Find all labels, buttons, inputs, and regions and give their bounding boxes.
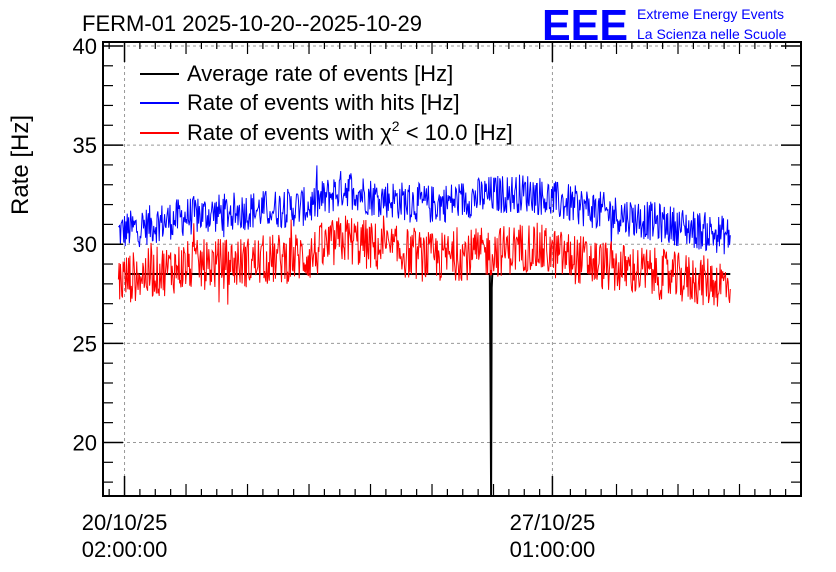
y-tick-label: 20 — [73, 430, 97, 455]
legend-label-average: Average rate of events [Hz] — [187, 61, 453, 86]
axis-ticks — [103, 42, 802, 496]
series-hits-line — [118, 165, 731, 255]
x-tick-label-date: 27/10/25 — [510, 510, 596, 535]
y-tick-label: 25 — [73, 331, 97, 356]
legend-label-chi2: Rate of events with χ2 < 10.0 [Hz] — [187, 118, 513, 145]
y-tick-label: 40 — [73, 34, 97, 59]
y-axis-label: Rate [Hz] — [7, 115, 34, 215]
y-tick-label: 30 — [73, 232, 97, 257]
series-average-line — [124, 273, 731, 497]
legend-label-hits: Rate of events with hits [Hz] — [187, 90, 460, 115]
legend: Average rate of events [Hz] Rate of even… — [140, 61, 513, 145]
series-layer — [117, 165, 731, 497]
series-chi2-line — [117, 215, 731, 307]
x-tick-label-date: 20/10/25 — [82, 510, 168, 535]
logo-mark: EEE — [542, 1, 628, 50]
y-tick-label: 35 — [73, 133, 97, 158]
logo: EEE Extreme Energy Events La Scienza nel… — [542, 1, 787, 50]
logo-line-2: La Scienza nelle Scuole — [637, 26, 787, 42]
plot-frame — [102, 41, 802, 497]
chart-title: FERM-01 2025-10-20--2025-10-29 — [82, 11, 422, 36]
x-tick-label-time: 01:00:00 — [510, 537, 596, 562]
x-tick-label-time: 02:00:00 — [82, 537, 168, 562]
logo-line-1: Extreme Energy Events — [637, 6, 784, 22]
